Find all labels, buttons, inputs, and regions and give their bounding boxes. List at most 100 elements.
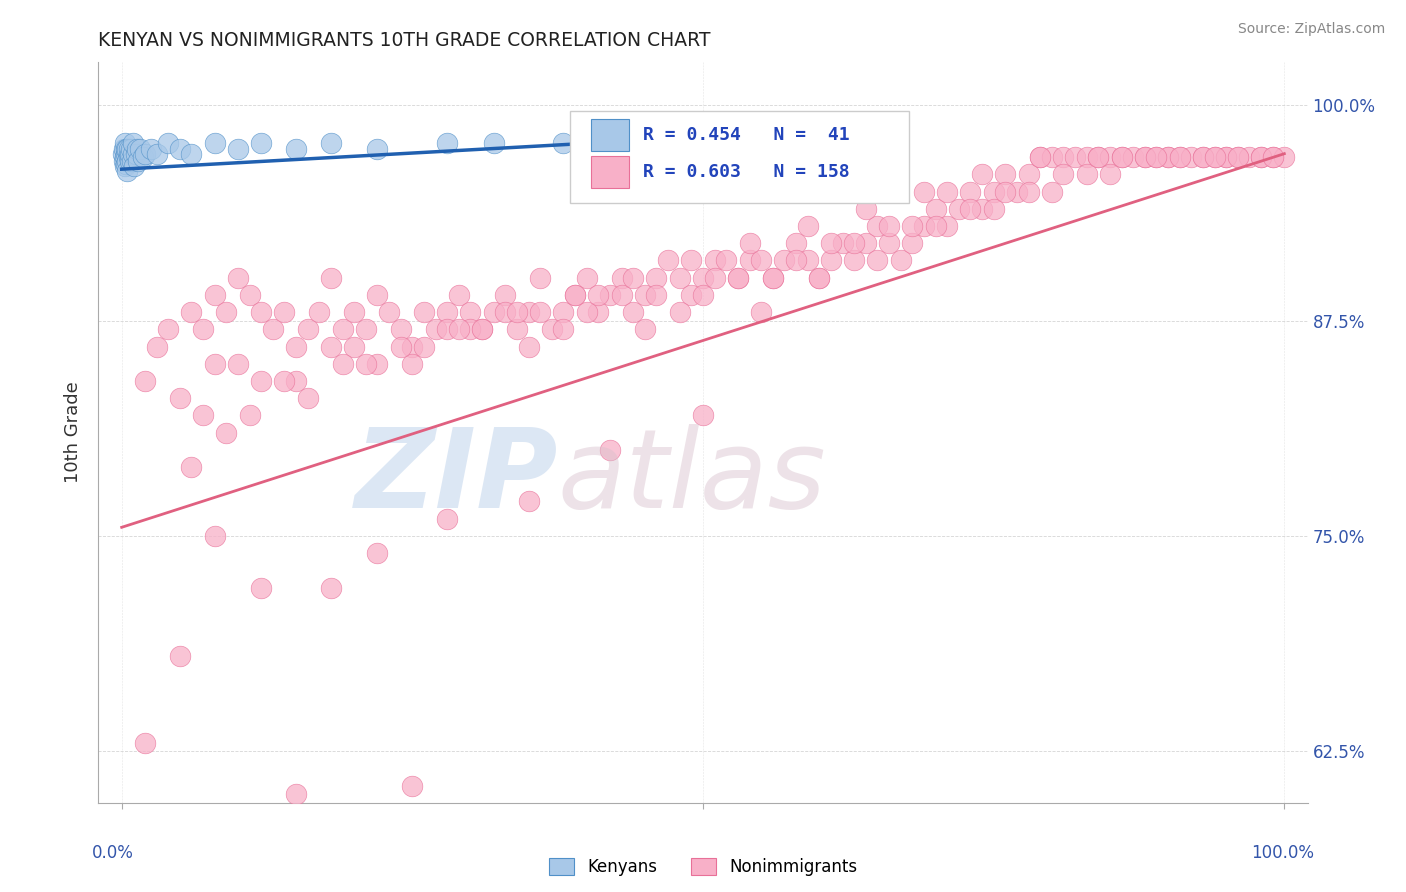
Point bbox=[1040, 150, 1063, 164]
Point bbox=[460, 322, 482, 336]
Point bbox=[517, 305, 540, 319]
Point bbox=[657, 253, 679, 268]
Point bbox=[924, 202, 946, 216]
Point bbox=[692, 270, 714, 285]
Point bbox=[332, 357, 354, 371]
Point bbox=[1157, 150, 1180, 164]
Text: R = 0.454   N =  41: R = 0.454 N = 41 bbox=[643, 126, 849, 144]
Point bbox=[117, 164, 139, 178]
Point bbox=[215, 425, 238, 440]
Point bbox=[308, 305, 330, 319]
Point bbox=[877, 219, 900, 233]
Point bbox=[250, 374, 273, 388]
Point bbox=[564, 288, 586, 302]
Y-axis label: 10th Grade: 10th Grade bbox=[65, 382, 83, 483]
Point bbox=[749, 253, 772, 268]
Point bbox=[157, 136, 180, 151]
Point bbox=[118, 146, 141, 161]
Point bbox=[634, 322, 657, 336]
Point bbox=[121, 153, 143, 168]
Point bbox=[948, 202, 970, 216]
Point bbox=[1215, 150, 1237, 164]
Point bbox=[354, 357, 377, 371]
Point bbox=[226, 357, 249, 371]
Point bbox=[204, 136, 226, 151]
Point bbox=[588, 288, 610, 302]
Point bbox=[114, 136, 136, 151]
Point bbox=[1064, 150, 1087, 164]
Point bbox=[285, 142, 308, 156]
Point bbox=[447, 288, 470, 302]
Point bbox=[127, 153, 149, 168]
Point bbox=[1250, 150, 1272, 164]
Point bbox=[118, 142, 141, 156]
Point bbox=[447, 322, 470, 336]
Point bbox=[319, 136, 342, 151]
Point bbox=[994, 167, 1017, 181]
Point bbox=[994, 185, 1017, 199]
Point bbox=[124, 146, 146, 161]
Point bbox=[1052, 167, 1074, 181]
Point bbox=[118, 150, 141, 164]
Point bbox=[115, 142, 138, 156]
Point bbox=[564, 288, 586, 302]
Point bbox=[124, 159, 146, 173]
Point bbox=[115, 157, 138, 171]
Point bbox=[610, 288, 633, 302]
Point bbox=[122, 136, 145, 151]
Point bbox=[111, 146, 134, 161]
Point bbox=[1180, 150, 1202, 164]
Point bbox=[1192, 150, 1215, 164]
Point bbox=[866, 253, 889, 268]
Point bbox=[366, 288, 388, 302]
Point bbox=[738, 236, 761, 251]
Point bbox=[139, 142, 162, 156]
Point bbox=[191, 409, 214, 423]
FancyBboxPatch shape bbox=[569, 111, 908, 203]
Point bbox=[1076, 150, 1098, 164]
Point bbox=[785, 253, 807, 268]
Point bbox=[1076, 167, 1098, 181]
Point bbox=[117, 153, 139, 168]
Point bbox=[901, 219, 924, 233]
Point bbox=[204, 288, 226, 302]
Point bbox=[343, 305, 366, 319]
Point bbox=[621, 270, 644, 285]
Point bbox=[796, 219, 818, 233]
Point bbox=[668, 270, 690, 285]
Point bbox=[983, 202, 1005, 216]
Point bbox=[634, 288, 657, 302]
Text: 100.0%: 100.0% bbox=[1250, 844, 1313, 862]
Point bbox=[1122, 150, 1144, 164]
Point bbox=[134, 146, 156, 161]
Point bbox=[401, 779, 423, 793]
Point bbox=[239, 288, 262, 302]
Point bbox=[970, 167, 993, 181]
Point bbox=[145, 339, 167, 353]
Point bbox=[517, 494, 540, 508]
Point bbox=[924, 219, 946, 233]
Text: atlas: atlas bbox=[558, 424, 827, 531]
Point bbox=[645, 288, 668, 302]
Point bbox=[692, 409, 714, 423]
Point bbox=[1168, 150, 1191, 164]
Point bbox=[540, 322, 562, 336]
Point bbox=[204, 357, 226, 371]
Point bbox=[471, 322, 494, 336]
Point bbox=[1250, 150, 1272, 164]
Point bbox=[668, 305, 690, 319]
Point bbox=[681, 253, 703, 268]
Point bbox=[1226, 150, 1249, 164]
Point bbox=[727, 270, 749, 285]
Point bbox=[1098, 167, 1121, 181]
Point bbox=[401, 357, 423, 371]
Point bbox=[1133, 150, 1156, 164]
Point bbox=[273, 305, 295, 319]
Point bbox=[1144, 150, 1167, 164]
Point bbox=[983, 185, 1005, 199]
Point bbox=[796, 253, 818, 268]
Point bbox=[180, 305, 202, 319]
Point bbox=[529, 270, 551, 285]
Point bbox=[1087, 150, 1109, 164]
Bar bbox=[591, 120, 630, 151]
